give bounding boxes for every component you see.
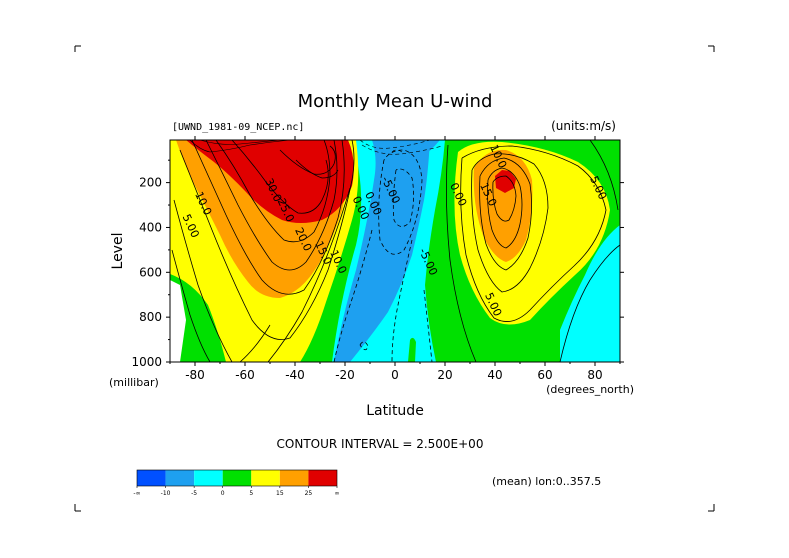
colorbar-level-label: -5 (191, 490, 197, 497)
dataset-label: [UWND_1981-09_NCEP.nc] (172, 122, 304, 133)
dashed-contour-line (391, 149, 403, 153)
colorbar-level-label: 25 (305, 490, 313, 497)
y-tick-label: 400 (139, 220, 162, 234)
colorbar-bin (251, 470, 280, 486)
colorbar: -∞ -10 -5 0 5 15 25 ∞ (133, 469, 340, 497)
dashed-contour-line (333, 229, 373, 362)
contour-line (559, 244, 620, 362)
contour-line (231, 140, 329, 214)
contour-line (191, 140, 345, 295)
colorbar-level-label: -∞ (133, 490, 140, 497)
units-label: (units:m/s) (551, 119, 616, 133)
colorbar-frame (136, 469, 338, 487)
region-green-patch (408, 337, 416, 362)
contour-line (173, 199, 233, 362)
colorbar-bin (279, 470, 309, 486)
contour-line (189, 140, 291, 153)
dashed-contour-line (378, 149, 423, 255)
x-tick-label: 40 (487, 368, 502, 382)
x-tick-label: -40 (285, 368, 305, 382)
y-tick-label: 800 (139, 310, 162, 324)
contour-line (267, 187, 351, 362)
region-easterly-blue-top (388, 140, 440, 162)
contour-line (239, 324, 271, 362)
contour-line (492, 175, 517, 222)
chart-title: Monthly Mean U-wind (298, 91, 493, 112)
contour-line (446, 144, 477, 362)
colorbar-bin (137, 470, 166, 486)
contour-line (199, 140, 281, 145)
colorbar-level-label: -10 (161, 490, 171, 497)
corner-mark-bottom-right (708, 504, 715, 512)
dashed-contours (333, 140, 443, 362)
x-axis: -80 -60 -40 -20 0 20 40 60 80 (169, 136, 621, 382)
x-units-label: (degrees_north) (546, 383, 634, 396)
contour-line (279, 145, 336, 175)
dashed-contour-line (392, 168, 414, 227)
y-tick-label: 600 (139, 265, 162, 279)
contour-line (487, 167, 523, 249)
contour-line (205, 140, 338, 271)
x-tick-label: 60 (537, 368, 552, 382)
contour-lines (171, 140, 620, 362)
contour-line (295, 159, 339, 179)
region-red-south (186, 140, 354, 223)
colorbar-level-label: ∞ (335, 490, 340, 497)
x-tick-label: 0 (391, 368, 399, 382)
contour-line (479, 157, 532, 271)
corner-mark-top-right (708, 45, 715, 52)
colorbar-level-label: 5 (249, 490, 253, 497)
dashed-contour-line (391, 239, 413, 362)
corner-mark-top-left (74, 45, 81, 52)
y-axis-label: Level (110, 233, 126, 270)
dashed-contour-line (359, 341, 369, 351)
contour-line (589, 140, 619, 211)
footer-label: (mean) lon:0..357.5 (492, 475, 601, 488)
colorbar-bin (308, 470, 337, 486)
region-white-south (170, 280, 186, 362)
y-tick-label: 1000 (131, 355, 162, 369)
x-axis-label: Latitude (366, 403, 424, 419)
x-tick-label: 80 (587, 368, 602, 382)
colorbar-bin (194, 470, 223, 486)
corner-mark-bottom-left (74, 504, 81, 512)
contour-interval-label: CONTOUR INTERVAL = 2.500E+00 (277, 437, 484, 451)
x-tick-label: -60 (235, 368, 255, 382)
region-red-north (495, 170, 516, 193)
x-tick-label: -80 (185, 368, 205, 382)
colorbar-level-label: 15 (276, 490, 284, 497)
region-orange-north (473, 149, 533, 262)
contour-line (179, 140, 355, 340)
colorbar-bin (165, 470, 195, 486)
contour-line (215, 140, 331, 243)
contour-field (170, 140, 620, 362)
contour-line (171, 249, 211, 362)
dashed-contour-line (423, 289, 433, 362)
x-tick-label: 20 (437, 368, 452, 382)
y-units-label: (millibar) (109, 376, 159, 389)
dashed-contour-line (359, 140, 431, 149)
colorbar-level-label: 0 (221, 490, 225, 497)
region-easterly-blue-main (334, 140, 430, 362)
corner-marks (74, 45, 715, 512)
y-tick-label: 200 (139, 176, 162, 190)
colorbar-bin (222, 470, 252, 486)
y-axis: 200 400 600 800 1000 (131, 159, 624, 369)
contour-line (471, 153, 549, 293)
x-tick-label: -20 (335, 368, 355, 382)
contour-line (460, 145, 607, 322)
